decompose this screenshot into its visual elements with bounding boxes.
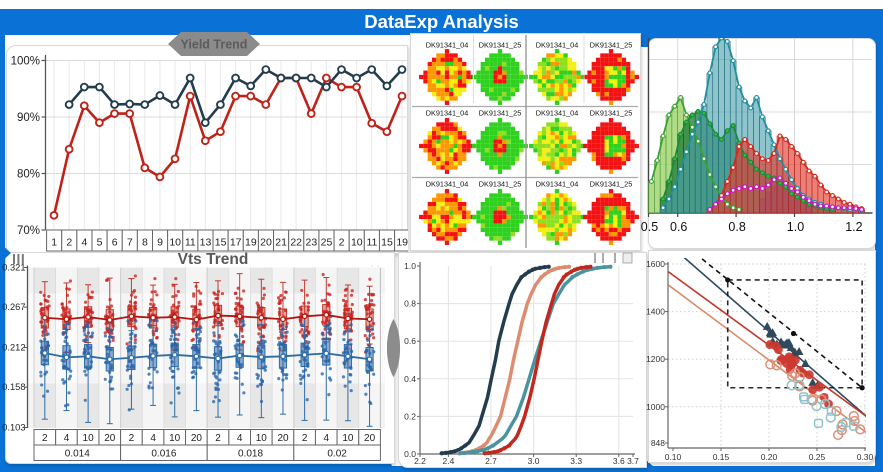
svg-text:0.321: 0.321 <box>2 263 25 273</box>
svg-text:1.0: 1.0 <box>787 220 804 234</box>
svg-text:10: 10 <box>342 433 354 444</box>
svg-text:0.5: 0.5 <box>641 220 658 234</box>
svg-text:0.8: 0.8 <box>728 220 745 234</box>
svg-text:7: 7 <box>127 237 133 249</box>
svg-text:Yield Trend: Yield Trend <box>181 38 248 52</box>
svg-text:10: 10 <box>169 237 181 249</box>
svg-text:0.15: 0.15 <box>713 452 730 462</box>
svg-text:80%: 80% <box>17 169 40 181</box>
svg-text:15: 15 <box>381 237 393 249</box>
svg-text:0.02: 0.02 <box>327 449 347 460</box>
svg-text:4: 4 <box>324 433 330 444</box>
svg-text:20: 20 <box>104 433 116 444</box>
svg-text:DK91341_25: DK91341_25 <box>479 180 522 189</box>
svg-text:11: 11 <box>185 237 196 249</box>
svg-text:5: 5 <box>97 237 103 249</box>
svg-text:1.2: 1.2 <box>845 220 862 234</box>
svg-text:2: 2 <box>302 433 308 444</box>
svg-text:DK91341_25: DK91341_25 <box>590 109 633 118</box>
svg-text:DK91341_04: DK91341_04 <box>536 109 579 118</box>
svg-text:DK91341_04: DK91341_04 <box>426 41 469 50</box>
svg-text:90%: 90% <box>17 112 40 124</box>
svg-text:DK91341_25: DK91341_25 <box>590 41 633 50</box>
svg-text:20: 20 <box>277 433 289 444</box>
svg-text:0.103: 0.103 <box>2 423 25 433</box>
svg-text:2: 2 <box>339 237 345 249</box>
svg-text:4: 4 <box>64 433 70 444</box>
svg-text:0.6: 0.6 <box>670 220 687 234</box>
svg-text:10: 10 <box>83 433 95 444</box>
svg-text:22: 22 <box>290 237 302 249</box>
svg-text:0.10: 0.10 <box>665 452 682 462</box>
svg-text:0.4: 0.4 <box>404 374 416 384</box>
svg-text:0.267: 0.267 <box>2 302 25 312</box>
svg-text:0.2: 0.2 <box>404 411 416 421</box>
svg-text:10: 10 <box>256 433 268 444</box>
svg-text:1.0: 1.0 <box>404 261 416 271</box>
svg-text:23: 23 <box>306 237 318 249</box>
svg-text:11: 11 <box>366 237 377 249</box>
svg-text:DK91341_25: DK91341_25 <box>590 180 633 189</box>
svg-text:9: 9 <box>157 237 163 249</box>
svg-text:0.0: 0.0 <box>404 449 416 459</box>
svg-text:4: 4 <box>150 433 156 444</box>
svg-text:0.018: 0.018 <box>238 449 263 460</box>
svg-text:20: 20 <box>191 433 203 444</box>
svg-text:2.4: 2.4 <box>442 456 454 466</box>
svg-text:2.7: 2.7 <box>485 456 497 466</box>
svg-text:0.016: 0.016 <box>151 449 176 460</box>
svg-text:1: 1 <box>51 237 57 249</box>
svg-text:4: 4 <box>237 433 243 444</box>
svg-text:2: 2 <box>66 237 72 249</box>
svg-text:0.158: 0.158 <box>2 382 25 392</box>
svg-text:2: 2 <box>215 433 221 444</box>
svg-text:15: 15 <box>215 237 227 249</box>
svg-text:0.30: 0.30 <box>857 452 874 462</box>
svg-text:0.8: 0.8 <box>404 299 416 309</box>
svg-text:19: 19 <box>396 237 408 249</box>
svg-text:70%: 70% <box>17 225 40 237</box>
svg-text:3.3: 3.3 <box>570 456 582 466</box>
svg-text:1400: 1400 <box>646 307 665 317</box>
svg-text:20: 20 <box>364 433 376 444</box>
svg-text:25: 25 <box>321 237 333 249</box>
svg-text:2: 2 <box>42 433 48 444</box>
svg-text:0.014: 0.014 <box>65 449 90 460</box>
svg-text:10: 10 <box>351 237 363 249</box>
svg-text:3.6: 3.6 <box>613 456 625 466</box>
svg-text:0.20: 0.20 <box>761 452 778 462</box>
svg-text:848: 848 <box>651 438 665 448</box>
svg-text:13: 13 <box>200 237 212 249</box>
svg-text:1200: 1200 <box>646 354 665 364</box>
svg-text:DK91341_25: DK91341_25 <box>479 109 522 118</box>
svg-text:21: 21 <box>275 237 287 249</box>
svg-text:6: 6 <box>112 237 118 249</box>
svg-text:1600: 1600 <box>646 259 665 269</box>
svg-text:8: 8 <box>142 237 148 249</box>
svg-text:DK91341_25: DK91341_25 <box>479 41 522 50</box>
svg-text:2: 2 <box>129 433 135 444</box>
svg-text:10: 10 <box>169 433 181 444</box>
svg-text:0.212: 0.212 <box>2 343 25 353</box>
svg-text:17: 17 <box>230 237 242 249</box>
svg-text:20: 20 <box>260 237 272 249</box>
svg-text:DK91341_04: DK91341_04 <box>536 180 579 189</box>
svg-text:1000: 1000 <box>646 402 665 412</box>
svg-text:0.6: 0.6 <box>404 336 416 346</box>
svg-text:DK91341_04: DK91341_04 <box>426 109 469 118</box>
svg-text:Vts Trend: Vts Trend <box>178 252 249 268</box>
svg-text:3.0: 3.0 <box>528 456 540 466</box>
svg-text:100%: 100% <box>11 56 40 68</box>
svg-text:DK91341_04: DK91341_04 <box>536 41 579 50</box>
svg-text:4: 4 <box>81 237 87 249</box>
svg-text:0.25: 0.25 <box>809 452 826 462</box>
svg-text:19: 19 <box>245 237 257 249</box>
svg-text:3.7: 3.7 <box>627 456 639 466</box>
svg-text:2.2: 2.2 <box>414 456 426 466</box>
svg-text:DK91341_04: DK91341_04 <box>426 180 469 189</box>
